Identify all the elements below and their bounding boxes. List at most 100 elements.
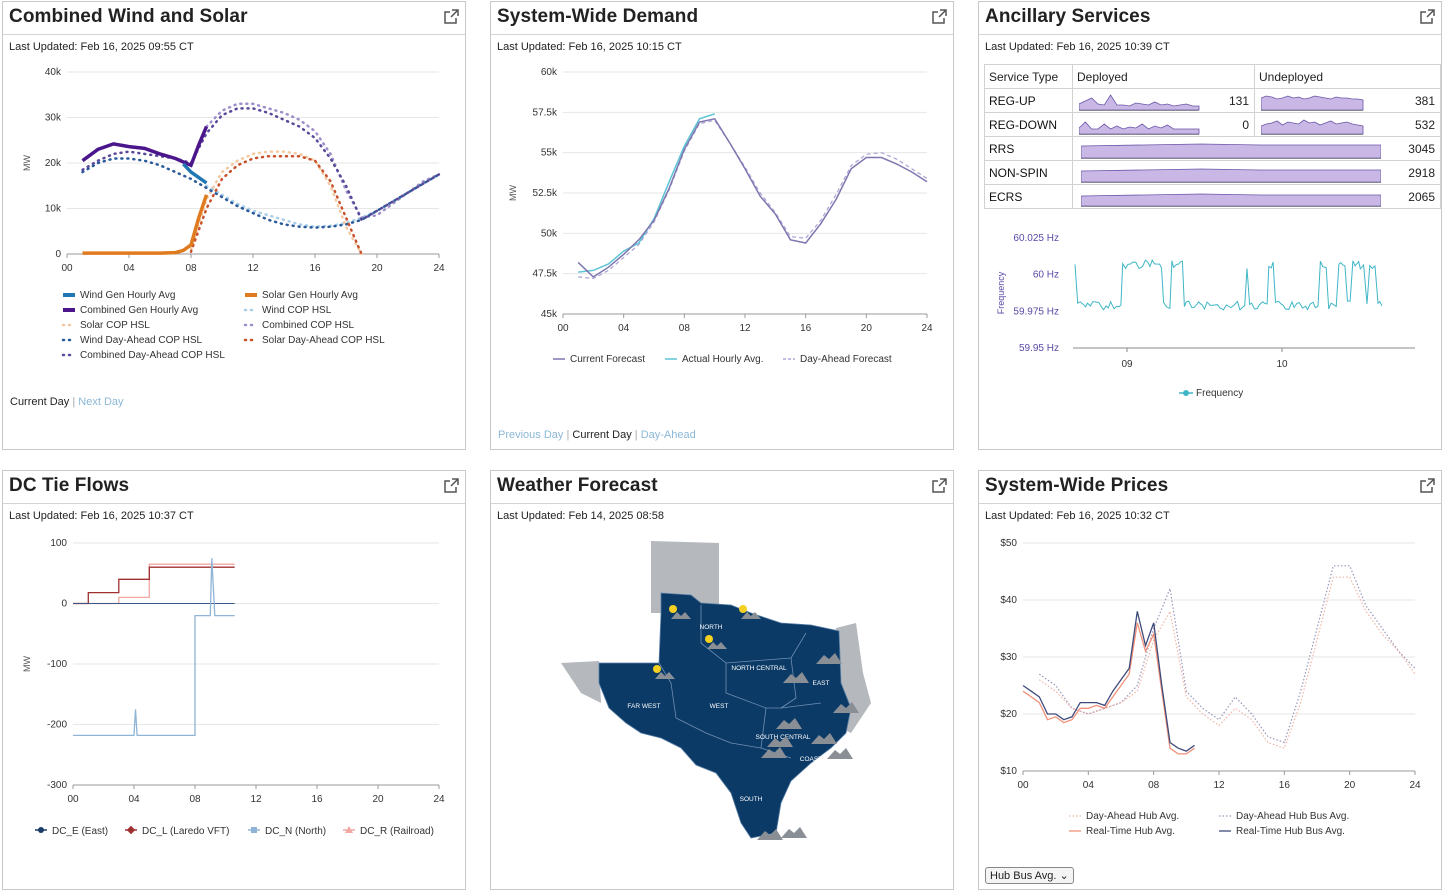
day-links: Current Day | Next Day bbox=[10, 396, 124, 408]
series-line bbox=[1038, 565, 1416, 744]
ancillary-table: Service Type Deployed Undeployed REG-UP … bbox=[984, 64, 1441, 209]
external-link-icon[interactable] bbox=[444, 478, 459, 493]
y-tick-label: 10k bbox=[45, 204, 62, 215]
region-label: SOUTH bbox=[740, 796, 763, 803]
legend-label: DC_N (North) bbox=[265, 826, 326, 837]
service-name: RRS bbox=[984, 136, 1073, 161]
y-tick-label: 30k bbox=[45, 113, 62, 124]
wind-solar-chart: 0 10k 20k 30k 40k 00 04 08 12 16 20 24 MW bbox=[22, 67, 445, 274]
last-updated: Last Updated: Feb 16, 2025 09:55 CT bbox=[9, 41, 194, 53]
day-ahead-link[interactable]: Day-Ahead bbox=[640, 429, 696, 441]
panel-title: System-Wide Prices bbox=[985, 475, 1169, 496]
demand-legend: Current Forecast Actual Hourly Avg. Day-Ah… bbox=[553, 354, 892, 365]
total-cell: 2918 bbox=[1072, 160, 1441, 185]
y-tick-label: 60k bbox=[541, 67, 558, 78]
sun-cloud-icon bbox=[739, 605, 761, 619]
col-header-deployed: Deployed bbox=[1072, 64, 1255, 89]
external-link-icon[interactable] bbox=[1420, 9, 1435, 24]
service-name: REG-UP bbox=[984, 88, 1073, 113]
x-tick-label: 16 bbox=[800, 323, 812, 334]
sparkline-area bbox=[1081, 193, 1381, 207]
y-tick-label: $30 bbox=[1000, 652, 1017, 663]
hub-type-select[interactable]: Hub Bus Avg. ⌄ bbox=[985, 867, 1074, 884]
chevron-down-icon: ⌄ bbox=[1059, 870, 1069, 882]
panel-weather: Weather Forecast Last Updated: Feb 14, 2… bbox=[490, 470, 954, 890]
service-name: REG-DOWN bbox=[984, 112, 1073, 137]
x-tick-label: 12 bbox=[1213, 780, 1225, 791]
series-line bbox=[189, 154, 363, 256]
cloud-icon bbox=[811, 733, 837, 744]
legend-marker bbox=[345, 826, 353, 833]
panel-header: System-Wide Demand bbox=[491, 2, 953, 35]
x-tick-label: 08 bbox=[189, 794, 201, 805]
dc-tie-legend: DC_E (East) DC_L (Laredo VFT) DC_N (North)… bbox=[35, 825, 434, 837]
y-tick-label: -300 bbox=[47, 780, 67, 791]
undeployed-cell: 381 bbox=[1254, 88, 1441, 113]
sparkline bbox=[1079, 121, 1200, 135]
y-tick-label: 60.025 Hz bbox=[1013, 233, 1059, 244]
y-tick-label: $50 bbox=[1000, 538, 1017, 549]
frequency-chart: 59.95 Hz 59.975 Hz 60 Hz 60.025 Hz 09 10 Frequ… bbox=[996, 233, 1415, 399]
legend-label: Wind COP HSL bbox=[262, 305, 332, 316]
panel-header: Ancillary Services bbox=[979, 2, 1441, 35]
region-label: SOUTH CENTRAL bbox=[756, 734, 811, 741]
dc-tie-chart: -300 -200 -100 0 100 00 04 08 12 16 20 24 MW bbox=[22, 538, 445, 805]
legend-label: Solar Gen Hourly Avg bbox=[262, 290, 358, 301]
legend-label: Day-Ahead Hub Bus Avg. bbox=[1236, 811, 1349, 822]
series-line bbox=[81, 107, 441, 222]
cloud-icon bbox=[776, 718, 802, 729]
x-tick-label: 08 bbox=[679, 323, 691, 334]
prices-legend: Day-Ahead Hub Avg. Day-Ahead Hub Bus Avg.… bbox=[1069, 811, 1349, 837]
x-tick-label: 04 bbox=[1083, 780, 1095, 791]
y-tick-label: 60 Hz bbox=[1033, 270, 1059, 281]
legend-label: Combined COP HSL bbox=[262, 320, 355, 331]
next-day-link[interactable]: Next Day bbox=[78, 396, 124, 408]
legend-marker bbox=[126, 825, 136, 835]
sparkline bbox=[1081, 168, 1381, 183]
external-link-icon[interactable] bbox=[932, 9, 947, 24]
current-day-link[interactable]: Current Day bbox=[572, 429, 632, 441]
external-link-icon[interactable] bbox=[932, 478, 947, 493]
legend-label: Day-Ahead Hub Avg. bbox=[1086, 811, 1179, 822]
region-label: WEST bbox=[710, 703, 729, 710]
sun-cloud-icon bbox=[669, 605, 691, 619]
map-farwest-grey bbox=[561, 661, 601, 703]
panel-header: DC Tie Flows bbox=[3, 471, 465, 504]
y-tick-label: 45k bbox=[541, 309, 558, 320]
table-row: RRS 3045 bbox=[984, 136, 1441, 161]
demand-chart: 45k 47.5k 50k 52.5k 55k 57.5k 60k 00 04 08 12 16 20 2… bbox=[508, 67, 933, 334]
sparkline-area bbox=[1079, 121, 1200, 135]
cloud-icon bbox=[783, 672, 809, 683]
x-tick-label: 00 bbox=[557, 323, 569, 334]
deployed-cell: 131 bbox=[1072, 88, 1255, 113]
current-day-link[interactable]: Current Day bbox=[10, 396, 70, 408]
panel-header: Weather Forecast bbox=[491, 471, 953, 504]
y-axis-label: Frequency bbox=[996, 271, 1006, 314]
last-updated: Last Updated: Feb 16, 2025 10:37 CT bbox=[9, 510, 194, 522]
y-tick-label: 40k bbox=[45, 67, 62, 78]
external-link-icon[interactable] bbox=[444, 9, 459, 24]
series-line bbox=[1074, 258, 1383, 311]
sun-cloud-icon bbox=[653, 665, 675, 679]
last-updated: Last Updated: Feb 14, 2025 08:58 bbox=[497, 510, 664, 522]
texas-weather-map: NORTH NORTH CENTRAL EAST FAR WEST WEST S… bbox=[561, 541, 871, 840]
panel-title: Combined Wind and Solar bbox=[9, 6, 248, 27]
legend-label: Current Forecast bbox=[570, 354, 645, 365]
cloud-icon bbox=[827, 748, 853, 759]
y-tick-label: 57.5k bbox=[533, 107, 558, 118]
deployed-value: 131 bbox=[1228, 94, 1249, 108]
external-link-icon[interactable] bbox=[1420, 478, 1435, 493]
series-line bbox=[189, 150, 363, 256]
panel-title: Weather Forecast bbox=[497, 475, 658, 496]
legend-label: Combined Day-Ahead COP HSL bbox=[80, 350, 225, 361]
previous-day-link[interactable]: Previous Day bbox=[498, 429, 564, 441]
cloud-icon bbox=[816, 653, 842, 664]
series-line bbox=[1022, 611, 1195, 752]
y-tick-label: 100 bbox=[50, 538, 67, 549]
table-row: ECRS 2065 bbox=[984, 184, 1441, 209]
undeployed-value: 532 bbox=[1414, 118, 1435, 132]
select-value: Hub Bus Avg. bbox=[990, 870, 1057, 882]
texas-state-shape bbox=[598, 592, 852, 839]
panel-wind-solar: Combined Wind and Solar Last Updated: Fe… bbox=[2, 1, 466, 450]
col-header-undeployed: Undeployed bbox=[1254, 64, 1441, 89]
